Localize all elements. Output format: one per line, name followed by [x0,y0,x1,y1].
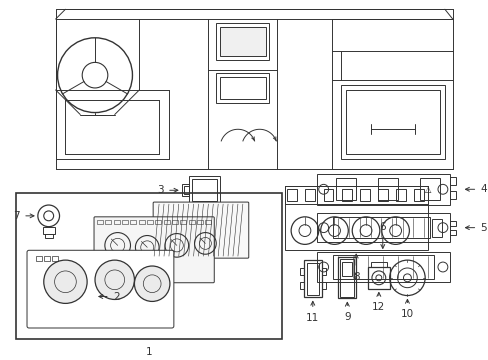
Bar [342,262,351,276]
Bar [180,220,186,224]
Bar [188,176,220,204]
Bar [191,179,217,201]
Bar [323,189,333,201]
Bar [341,85,444,159]
Bar [44,256,50,261]
Bar [188,220,194,224]
Bar [216,73,269,103]
Bar [431,219,441,237]
Bar [163,220,169,224]
Bar [216,23,269,60]
Bar [147,220,153,224]
Bar [449,191,455,199]
Bar [139,220,144,224]
Bar [16,193,282,339]
Text: 8: 8 [352,272,359,282]
Bar [113,220,120,224]
Text: 5: 5 [479,222,486,233]
Bar [220,27,265,57]
Bar [220,77,265,99]
Bar [370,262,386,267]
Bar [321,268,325,275]
Bar [338,257,355,298]
Circle shape [44,260,87,303]
Bar [449,221,455,226]
Bar [285,186,427,204]
Bar [45,234,53,238]
Text: 3: 3 [157,185,163,195]
Bar [341,189,351,201]
Bar [316,174,449,205]
Bar [332,217,429,238]
Circle shape [134,266,169,301]
Bar [36,256,41,261]
Text: 2: 2 [113,292,119,302]
FancyBboxPatch shape [153,202,248,258]
Bar [336,179,355,200]
Bar [205,220,211,224]
Bar [316,252,449,282]
Bar [122,220,128,224]
Bar [449,230,455,234]
Text: 11: 11 [305,313,319,323]
Bar [300,268,304,275]
Bar [304,260,321,297]
Bar [367,267,389,289]
Bar [332,255,433,279]
FancyBboxPatch shape [94,217,214,283]
Bar [449,177,455,185]
Bar [300,282,304,289]
Bar [183,186,188,194]
Bar [305,189,315,201]
Bar [306,263,318,294]
Bar [413,189,423,201]
Text: △: △ [424,185,430,194]
Bar [321,282,325,289]
Text: 6: 6 [379,222,386,231]
Circle shape [95,260,134,300]
FancyBboxPatch shape [27,250,174,328]
Bar [42,227,55,234]
Text: 9: 9 [343,312,350,322]
Bar [378,179,397,200]
Bar [105,220,111,224]
Text: 1: 1 [145,347,152,357]
Bar [130,220,136,224]
Bar [182,184,188,196]
Bar [377,189,387,201]
Bar [97,220,102,224]
Bar [286,189,296,201]
Bar [359,189,369,201]
Bar [155,220,161,224]
Bar [340,259,353,297]
Text: 7: 7 [14,211,20,221]
Bar [419,179,439,200]
Bar [316,213,449,242]
Text: 4: 4 [479,184,486,194]
Bar [346,90,439,154]
Bar [197,220,203,224]
Bar [395,189,405,201]
Bar [52,256,58,261]
Text: 12: 12 [371,302,385,312]
Bar [172,220,178,224]
Bar [285,186,427,250]
Text: 10: 10 [400,309,413,319]
